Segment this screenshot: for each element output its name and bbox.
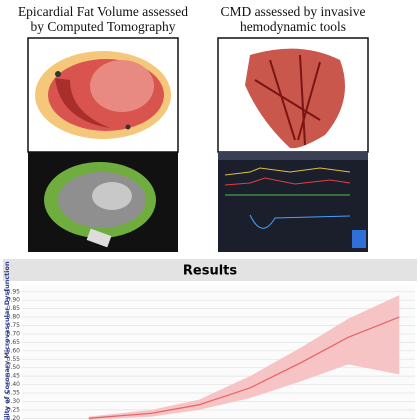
title-line: by Computed Tomography bbox=[30, 19, 176, 34]
y-tick-label: 0.70 bbox=[7, 330, 21, 337]
ct-chamber bbox=[92, 182, 132, 210]
vessel-lines bbox=[254, 54, 321, 146]
y-tick-label: 0.90 bbox=[7, 297, 21, 304]
septum bbox=[55, 78, 110, 128]
y-tick-label: 0.30 bbox=[7, 398, 21, 405]
y-tick-label: 0.50 bbox=[7, 364, 21, 371]
ct-spine bbox=[86, 228, 112, 248]
vessel bbox=[55, 71, 61, 77]
trace bbox=[224, 177, 351, 186]
y-tick-label: 0.85 bbox=[7, 305, 21, 312]
trace bbox=[224, 167, 351, 176]
vessel bbox=[125, 124, 131, 130]
title-line: Epicardial Fat Volume assessed bbox=[17, 4, 189, 19]
monitor bbox=[218, 152, 368, 252]
y-tick-label: 0.65 bbox=[7, 339, 21, 346]
heart-vessels bbox=[245, 48, 345, 149]
y-tick-label: 0.80 bbox=[7, 314, 21, 321]
trace bbox=[249, 214, 351, 229]
y-tick-label: 0.40 bbox=[7, 381, 21, 388]
results-title: Results bbox=[183, 264, 237, 279]
y-tick-label: 0.55 bbox=[7, 356, 21, 363]
confidence-band bbox=[88, 295, 400, 420]
y-tick-label: 0.20 bbox=[7, 415, 21, 420]
y-tick-label: 0.75 bbox=[7, 322, 21, 329]
y-tick-label: 0.95 bbox=[7, 288, 21, 295]
title-line: CMD assessed by invasive bbox=[220, 4, 366, 19]
panel-title: Epicardial Fat Volume assessed by Comput… bbox=[3, 4, 203, 34]
y-tick-label: 0.35 bbox=[7, 390, 21, 397]
results-bar bbox=[3, 259, 417, 281]
y-tick-label: 0.25 bbox=[7, 406, 21, 413]
y-tick-label: 0.45 bbox=[7, 373, 21, 380]
live-button bbox=[352, 230, 366, 248]
y-axis-label: ility of Coronary Microvascular Dysfunct… bbox=[3, 261, 11, 420]
ventricle bbox=[90, 60, 154, 112]
monitor-bar bbox=[218, 152, 368, 160]
panel-title: CMD assessed by invasive hemodynamic too… bbox=[193, 4, 393, 34]
title-line: hemodynamic tools bbox=[239, 19, 347, 34]
line bbox=[88, 316, 400, 419]
y-tick-label: 0.60 bbox=[7, 347, 21, 354]
